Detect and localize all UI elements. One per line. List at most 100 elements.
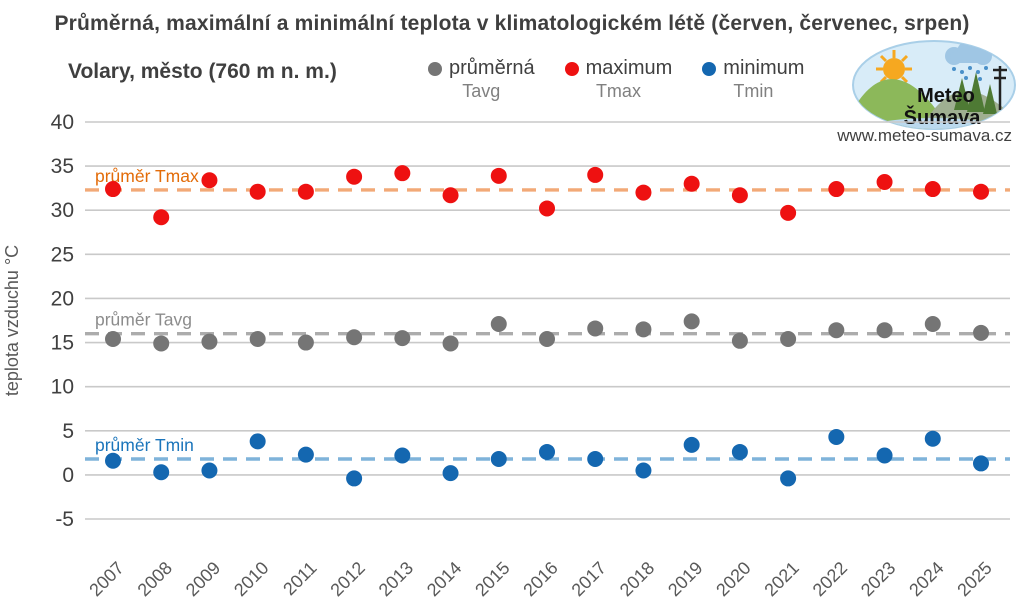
point-tavg-2008 [153, 335, 170, 352]
point-tavg-2020 [731, 332, 748, 349]
chart-title: Průměrná, maximální a minimální teplota … [54, 12, 970, 35]
point-tavg-2007 [105, 331, 121, 348]
point-tavg-2019 [683, 313, 700, 330]
y-tick-label: -5 [55, 508, 74, 531]
x-tick-label-2018: 2018 [616, 558, 658, 600]
legend-label-maximum: maximum [585, 57, 673, 79]
point-tmin-2012 [346, 470, 363, 487]
point-tmax-2022 [828, 181, 845, 198]
point-tavg-2017 [587, 320, 604, 337]
point-tavg-2015 [490, 316, 507, 333]
legend: průměrná Tavg maximum Tmax minimum Tmin [428, 57, 804, 102]
legend-item-maximum: maximum Tmax [564, 57, 673, 102]
point-tavg-2010 [249, 331, 266, 348]
point-tavg-2024 [924, 316, 941, 333]
y-tick-label: 30 [51, 199, 74, 222]
point-tmax-2012 [346, 168, 363, 185]
point-tmax-2015 [490, 167, 507, 184]
point-tavg-2025 [973, 324, 989, 341]
point-tmax-2008 [153, 209, 170, 226]
lake-shape [864, 118, 1004, 129]
point-tmin-2007 [105, 452, 121, 469]
station-subtitle: Volary, město (760 m n. m.) [68, 60, 337, 83]
legend-sublabel-tmin: Tmin [733, 81, 774, 101]
x-tick-label-2016: 2016 [519, 558, 561, 600]
point-tavg-2022 [828, 322, 845, 339]
x-tick-label-2025: 2025 [953, 558, 995, 600]
point-tavg-2012 [346, 329, 363, 346]
x-tick-label-2008: 2008 [134, 558, 176, 600]
maximum-dot-icon [564, 61, 579, 76]
point-tavg-2013 [394, 330, 411, 347]
logo-text-line2: Šumava [904, 105, 982, 129]
point-tavg-2009 [201, 333, 218, 350]
y-tick-label: 20 [51, 287, 74, 310]
trees-icon [954, 72, 997, 114]
x-tick-label-2021: 2021 [760, 558, 802, 600]
minimum-dot-icon [702, 61, 717, 76]
x-tick-label-2019: 2019 [664, 558, 706, 600]
legend-sublabel-tavg: Tavg [462, 81, 501, 101]
point-tmin-2024 [924, 430, 941, 447]
point-tmin-2013 [394, 447, 411, 464]
point-tmax-2024 [924, 181, 941, 198]
point-tmin-2014 [442, 465, 459, 482]
x-tick-label-2015: 2015 [471, 558, 513, 600]
legend-label-average: průměrná [449, 57, 535, 79]
point-tmax-2017 [587, 166, 604, 183]
y-tick-label: 0 [62, 464, 74, 487]
point-tmax-2025 [973, 183, 989, 200]
point-tmax-2016 [539, 200, 555, 217]
point-tavg-2011 [297, 334, 314, 351]
point-tmax-2010 [249, 183, 266, 200]
website-link[interactable]: www.meteo-sumava.cz [837, 126, 1012, 145]
x-tick-label-2011: 2011 [279, 558, 321, 600]
point-tmin-2016 [539, 443, 555, 460]
point-tmax-2007 [105, 181, 121, 198]
point-tavg-2014 [442, 335, 459, 352]
mean-label-tmax: průměr Tmax [95, 166, 199, 186]
x-tick-label-2020: 2020 [712, 558, 754, 600]
x-tick-label-2010: 2010 [230, 558, 272, 600]
x-tick-label-2014: 2014 [423, 558, 465, 600]
y-tick-label: 40 [51, 111, 74, 134]
y-tick-label: 10 [51, 376, 74, 399]
average-dot-icon [428, 61, 442, 76]
point-tmin-2020 [731, 443, 748, 460]
point-tmax-2009 [201, 172, 218, 189]
legend-item-average: průměrná Tavg [428, 57, 535, 102]
x-tick-label-2022: 2022 [809, 558, 851, 600]
point-tmin-2010 [249, 433, 266, 450]
point-tavg-2018 [635, 321, 652, 338]
legend-label-minimum: minimum [723, 57, 805, 79]
x-tick-label-2012: 2012 [326, 558, 368, 600]
point-tmin-2023 [876, 447, 893, 464]
x-tick-label-2023: 2023 [857, 558, 899, 600]
point-tmax-2021 [780, 204, 797, 221]
x-tick-label-2007: 2007 [85, 558, 127, 600]
weather-station-icon [993, 66, 1007, 110]
y-tick-label: 15 [51, 332, 74, 355]
mean-label-tavg: průměr Tavg [95, 310, 192, 330]
point-tmin-2011 [297, 446, 314, 463]
y-tick-label: 35 [51, 155, 74, 178]
point-tmin-2017 [587, 451, 604, 468]
point-tmax-2020 [731, 187, 748, 204]
point-tmin-2022 [828, 428, 845, 445]
y-axis-label: teplota vzduchu °C [2, 245, 22, 396]
point-tmin-2021 [780, 470, 797, 487]
point-tmax-2011 [297, 183, 314, 200]
logo-text-line1: Meteo [917, 85, 975, 107]
legend-item-minimum: minimum Tmin [702, 57, 804, 102]
point-tmin-2018 [635, 462, 652, 479]
point-tmin-2019 [683, 436, 700, 453]
point-tmin-2015 [490, 451, 507, 468]
point-tavg-2016 [539, 331, 555, 348]
point-tmin-2025 [973, 455, 989, 472]
x-tick-label-2024: 2024 [905, 558, 947, 600]
y-tick-label: 25 [51, 243, 74, 266]
point-tmin-2008 [153, 464, 170, 481]
x-tick-label-2009: 2009 [182, 558, 224, 600]
